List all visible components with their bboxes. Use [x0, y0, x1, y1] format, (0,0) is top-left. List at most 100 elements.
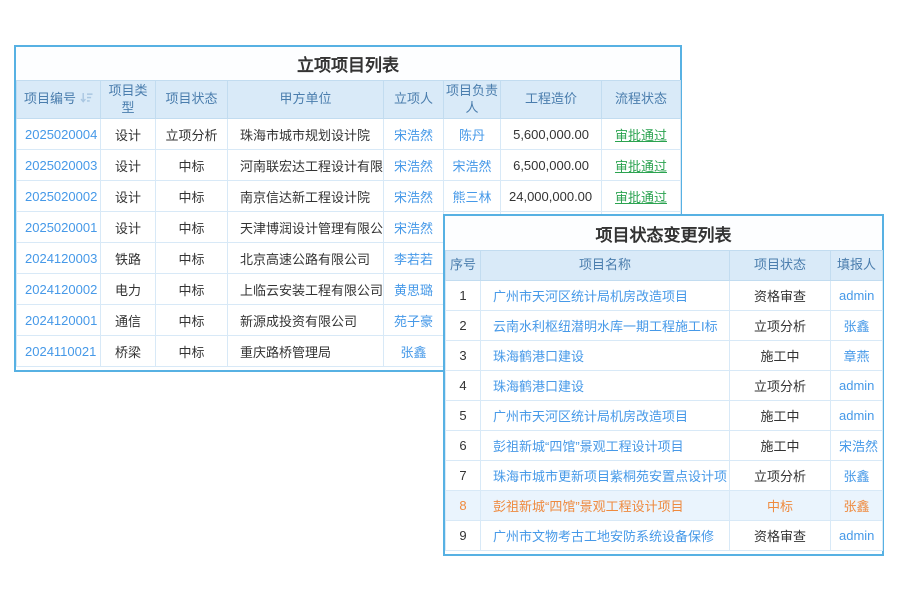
cell-project-id[interactable]: 2024120003: [16, 242, 101, 274]
column-header-workflow-status: 流程状态: [601, 80, 681, 119]
project-approval-list-card: 立项项目列表 项目编号 项目类型 项目状态 甲方单位 立项人 项目负责人 工程造价 流程状态 2…: [14, 45, 682, 372]
cell-project-name[interactable]: 珠海市城市更新项目紫桐苑安置点设计项目: [480, 460, 730, 491]
table-row: 1 广州市天河区统计局机房改造项目 资格审查 admin: [445, 280, 883, 311]
cell-workflow-status[interactable]: 审批通过: [601, 149, 681, 181]
column-header-label: 工程造价: [524, 91, 577, 107]
cell-project-name[interactable]: 广州市文物考古工地安防系统设备保修: [480, 520, 730, 551]
cell-project-type: 设计: [100, 211, 156, 243]
cell-reporter[interactable]: 宋浩然: [830, 430, 883, 461]
table-row: 7 珠海市城市更新项目紫桐苑安置点设计项目 立项分析 张鑫: [445, 460, 883, 491]
cell-project-name[interactable]: 彭祖新城“四馆”景观工程设计项目: [480, 430, 730, 461]
cell-project-id[interactable]: 2025020001: [16, 211, 101, 243]
column-header-row-number: 序号: [445, 250, 481, 281]
cell-client-unit: 天津博润设计管理有限公司: [227, 211, 384, 243]
cell-project-status: 中标: [155, 211, 228, 243]
table-row: 5 广州市天河区统计局机房改造项目 施工中 admin: [445, 400, 883, 431]
cell-project-manager[interactable]: 陈丹: [443, 118, 501, 150]
cell-initiator[interactable]: 宋浩然: [383, 149, 444, 181]
column-header-initiator: 立项人: [383, 80, 444, 119]
cell-project-cost: 5,600,000.00: [500, 118, 602, 150]
cell-project-name[interactable]: 彭祖新城“四馆”景观工程设计项目: [480, 490, 730, 521]
status-change-list-title: 项目状态变更列表: [445, 216, 882, 250]
cell-project-type: 设计: [100, 180, 156, 212]
cell-initiator[interactable]: 宋浩然: [383, 118, 444, 150]
cell-project-type: 桥梁: [100, 335, 156, 367]
cell-project-status: 中标: [729, 490, 831, 521]
cell-initiator[interactable]: 苑子豪: [383, 304, 444, 336]
column-header-client-unit: 甲方单位: [227, 80, 384, 119]
cell-reporter[interactable]: 章燕: [830, 340, 883, 371]
cell-project-name[interactable]: 云南水利枢纽潜明水库一期工程施工I标: [480, 310, 730, 341]
column-header-project-status: 项目状态: [155, 80, 228, 119]
column-header-project-cost: 工程造价: [500, 80, 602, 119]
cell-project-name[interactable]: 广州市天河区统计局机房改造项目: [480, 400, 730, 431]
cell-project-status: 立项分析: [729, 460, 831, 491]
cell-project-status: 中标: [155, 242, 228, 274]
cell-project-id[interactable]: 2025020002: [16, 180, 101, 212]
cell-project-name[interactable]: 珠海鹤港口建设: [480, 370, 730, 401]
cell-reporter[interactable]: admin: [830, 400, 883, 431]
cell-project-id[interactable]: 2025020003: [16, 149, 101, 181]
table-row: 8 彭祖新城“四馆”景观工程设计项目 中标 张鑫: [445, 490, 883, 521]
column-header-label: 项目状态: [165, 91, 218, 107]
column-header-project-id[interactable]: 项目编号: [16, 80, 101, 119]
cell-project-status: 中标: [155, 304, 228, 336]
column-header-reporter: 填报人: [830, 250, 883, 281]
column-header-label: 序号: [449, 257, 476, 273]
cell-client-unit: 北京高速公路有限公司: [227, 242, 384, 274]
cell-initiator[interactable]: 张鑫: [383, 335, 444, 367]
column-header-project-type: 项目类型: [100, 80, 156, 119]
cell-reporter[interactable]: admin: [830, 370, 883, 401]
cell-client-unit: 珠海市城市规划设计院: [227, 118, 384, 150]
table-row: 2025020003设计中标河南联宏达工程设计有限公司宋浩然宋浩然6,500,0…: [16, 149, 681, 181]
table-row: 2025020004 设计 立项分析 珠海市城市规划设计院 宋浩然 陈丹 5,600,000…: [16, 118, 681, 150]
cell-workflow-status[interactable]: 审批通过: [601, 118, 681, 150]
cell-project-manager[interactable]: 宋浩然: [443, 149, 501, 181]
cell-reporter[interactable]: 张鑫: [830, 460, 883, 491]
cell-project-type: 通信: [100, 304, 156, 336]
header-row: 项目编号 项目类型 项目状态 甲方单位 立项人 项目负责人 工程造价 流程状态: [16, 80, 681, 119]
cell-project-id[interactable]: 2024120001: [16, 304, 101, 336]
column-header-label: 项目负责人: [446, 83, 499, 115]
cell-row-number: 3: [445, 340, 481, 371]
cell-project-type: 设计: [100, 149, 156, 181]
table-row: 6 彭祖新城“四馆”景观工程设计项目 施工中 宋浩然: [445, 430, 883, 461]
cell-project-id[interactable]: 2024120002: [16, 273, 101, 305]
cell-project-status: 立项分析: [729, 370, 831, 401]
cell-row-number: 6: [445, 430, 481, 461]
cell-reporter[interactable]: admin: [830, 280, 883, 311]
cell-initiator[interactable]: 宋浩然: [383, 211, 444, 243]
cell-project-name[interactable]: 广州市天河区统计局机房改造项目: [480, 280, 730, 311]
sort-icon[interactable]: [80, 92, 93, 108]
cell-project-status: 施工中: [729, 400, 831, 431]
cell-project-manager[interactable]: 熊三林: [443, 180, 501, 212]
cell-project-status: 资格审查: [729, 280, 831, 311]
cell-initiator[interactable]: 黄思璐: [383, 273, 444, 305]
table-row: 3 珠海鹤港口建设 施工中 章燕: [445, 340, 883, 371]
column-header-project-manager: 项目负责人: [443, 80, 501, 119]
cell-reporter[interactable]: 张鑫: [830, 310, 883, 341]
cell-client-unit: 河南联宏达工程设计有限公司: [227, 149, 384, 181]
cell-project-type: 设计: [100, 118, 156, 150]
cell-project-status: 中标: [155, 273, 228, 305]
cell-project-status: 中标: [155, 180, 228, 212]
cell-project-type: 铁路: [100, 242, 156, 274]
column-header-project-name: 项目名称: [480, 250, 730, 281]
column-header-project-status: 项目状态: [729, 250, 831, 281]
cell-project-id[interactable]: 2024110021: [16, 335, 101, 367]
cell-workflow-status[interactable]: 审批通过: [601, 180, 681, 212]
table-row: 4 珠海鹤港口建设 立项分析 admin: [445, 370, 883, 401]
cell-initiator[interactable]: 李若若: [383, 242, 444, 274]
cell-project-id[interactable]: 2025020004: [16, 118, 101, 150]
cell-reporter[interactable]: admin: [830, 520, 883, 551]
column-header-label: 项目状态: [753, 257, 806, 273]
cell-row-number: 4: [445, 370, 481, 401]
cell-row-number: 7: [445, 460, 481, 491]
cell-client-unit: 上临云安装工程有限公司: [227, 273, 384, 305]
cell-project-type: 电力: [100, 273, 156, 305]
cell-initiator[interactable]: 宋浩然: [383, 180, 444, 212]
cell-project-name[interactable]: 珠海鹤港口建设: [480, 340, 730, 371]
cell-project-status: 施工中: [729, 430, 831, 461]
cell-reporter[interactable]: 张鑫: [830, 490, 883, 521]
project-approval-table: 项目编号 项目类型 项目状态 甲方单位 立项人 项目负责人 工程造价 流程状态 20250200…: [16, 80, 681, 367]
